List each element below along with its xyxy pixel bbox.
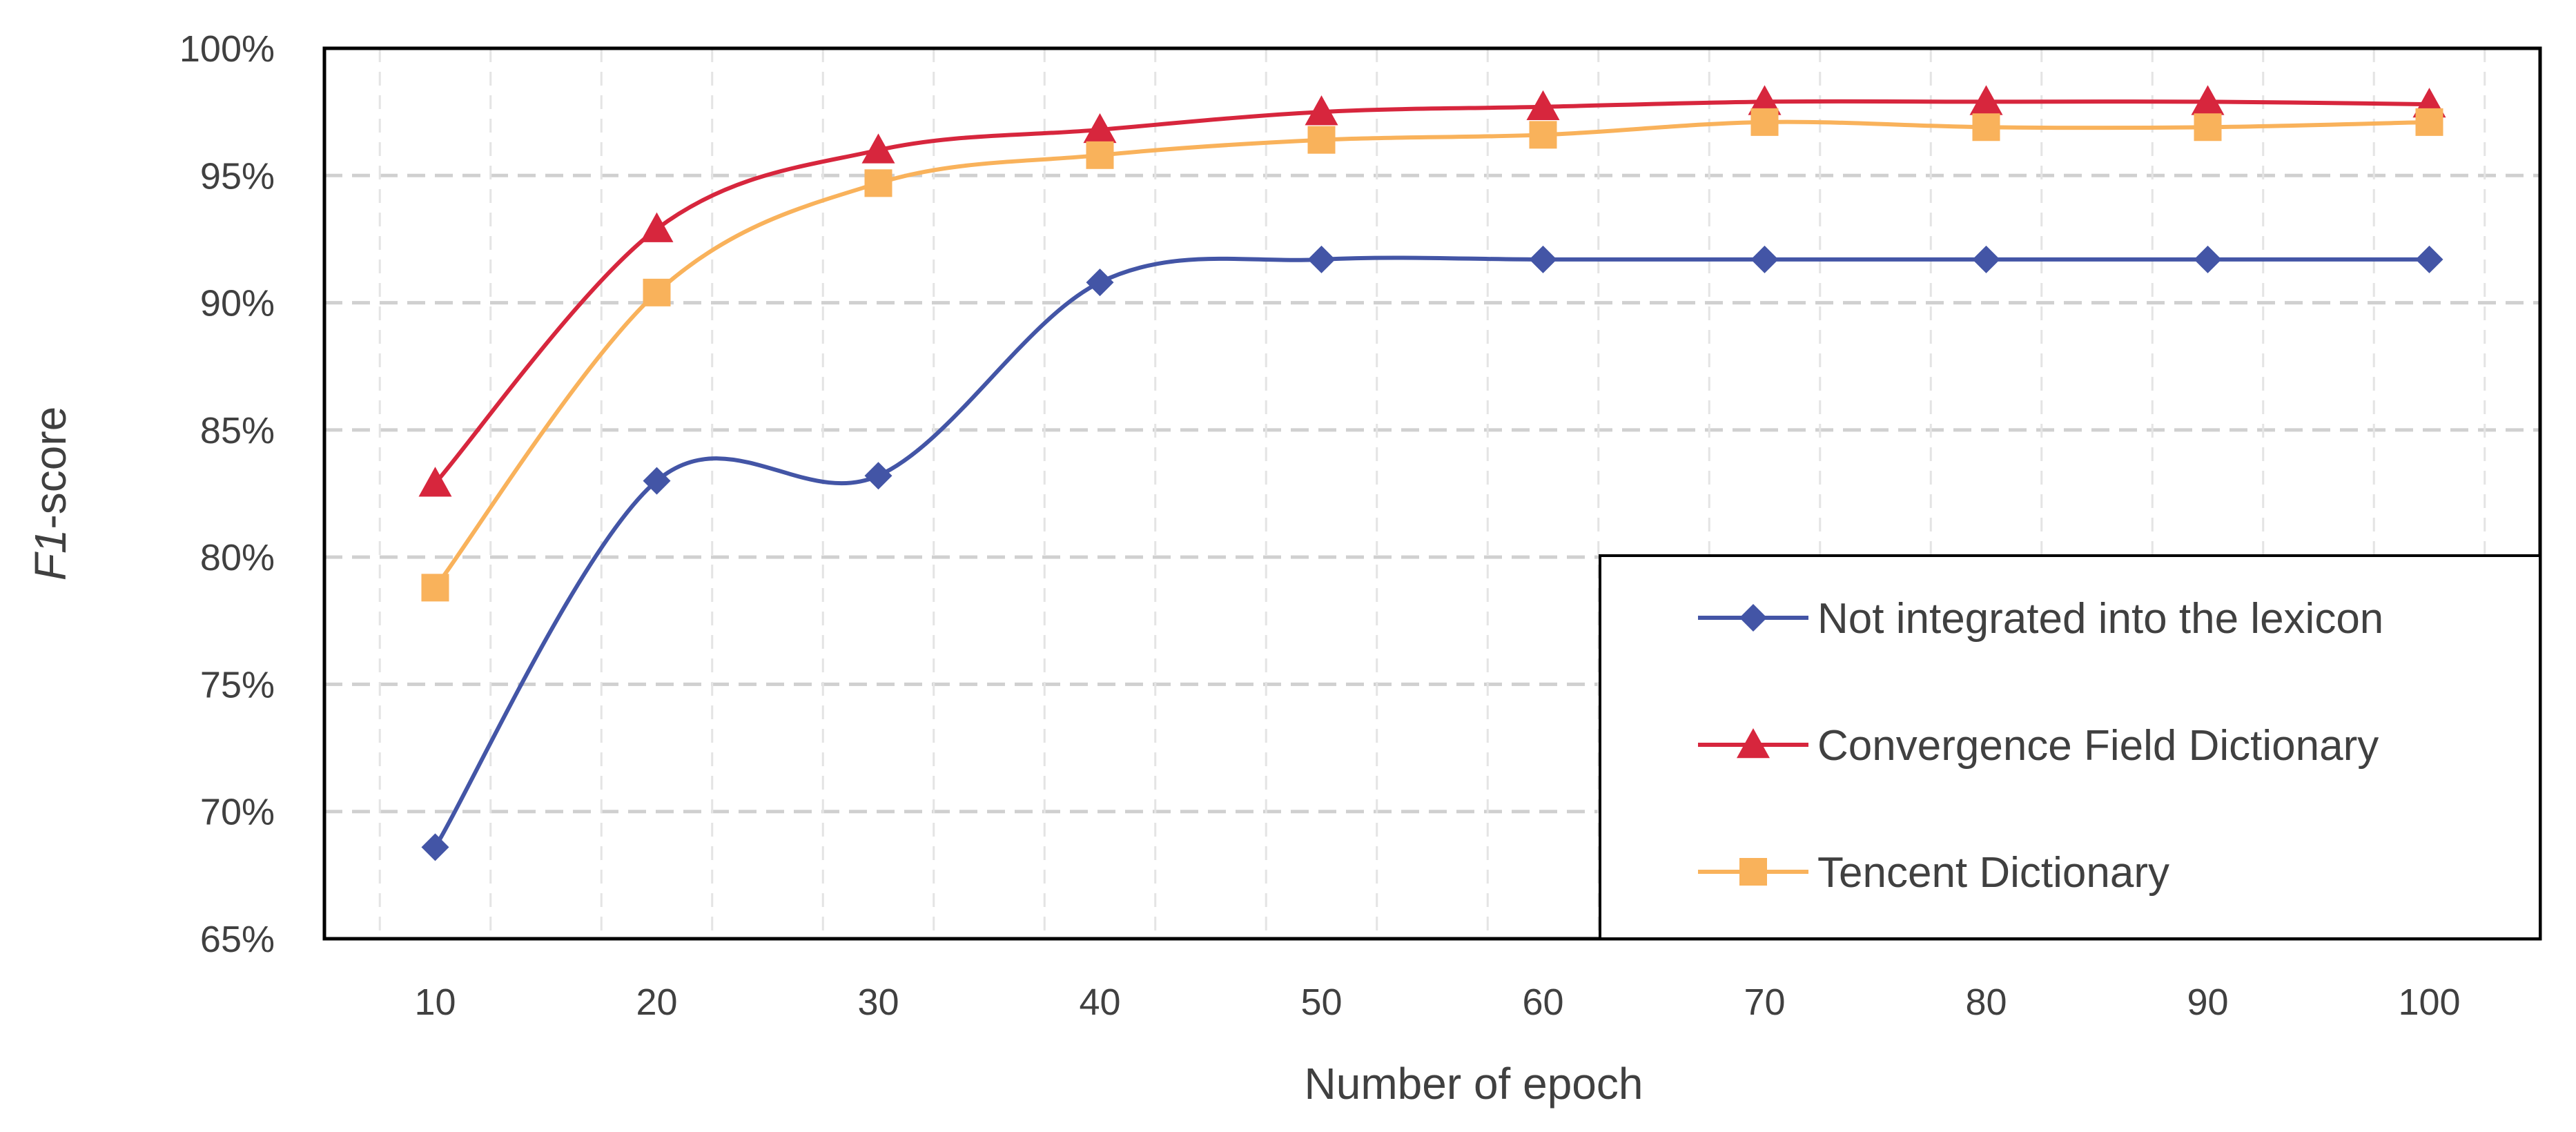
data-point: [1972, 113, 2000, 142]
data-point: [1529, 245, 1557, 273]
plot-area-border: [322, 46, 2542, 941]
legend-marker: [1737, 728, 1770, 759]
y-axis-title-italic: F1: [26, 529, 75, 581]
data-point: [1086, 269, 1114, 297]
x-tick-label: 20: [636, 982, 677, 1023]
data-point: [1526, 90, 1560, 120]
y-tick-label: 95%: [200, 155, 275, 197]
data-point: [1748, 85, 1782, 115]
data-point: [421, 833, 449, 861]
x-tick-label: 60: [1522, 982, 1563, 1023]
y-tick-label: 70%: [200, 792, 275, 833]
series-line: [433, 99, 2430, 485]
series-layer: [418, 85, 2446, 861]
y-tick-label: 85%: [200, 410, 275, 451]
data-point: [1529, 121, 1557, 149]
x-tick-label: 40: [1079, 982, 1120, 1023]
data-point: [1750, 108, 1779, 136]
legend-item: Convergence Field Dictionary: [1698, 722, 2379, 770]
legend-marker: [1739, 604, 1767, 632]
data-point: [1086, 141, 1114, 169]
series-1: [421, 245, 2443, 861]
axis-ticks: 65% 70% 75% 80% 85% 90% 95% 100% 10 20 30 40 50 60 70 8…: [179, 28, 2461, 1023]
data-point: [2191, 85, 2225, 115]
data-point: [421, 574, 449, 602]
series-line: [433, 119, 2430, 589]
data-point: [2415, 108, 2443, 136]
x-tick-label: 90: [2187, 982, 2228, 1023]
data-point: [643, 467, 671, 495]
data-point: [1307, 126, 1336, 154]
legend-label: Tencent Dictionary: [1817, 849, 2169, 897]
data-point: [1305, 95, 1338, 126]
y-tick-label: 90%: [200, 283, 275, 324]
data-point: [2194, 113, 2222, 142]
data-point: [1750, 245, 1779, 273]
x-axis-title: Number of epoch: [1305, 1059, 1643, 1109]
y-tick-label: 65%: [200, 919, 275, 960]
series-3: [421, 108, 2443, 602]
data-point: [861, 133, 895, 164]
y-tick-label: 80%: [200, 537, 275, 578]
x-tick-label: 100: [2398, 982, 2460, 1023]
x-tick-label: 50: [1300, 982, 1342, 1023]
legend-item: Not integrated into the lexicon: [1698, 595, 2383, 643]
data-point: [864, 462, 892, 490]
data-point: [1972, 245, 2000, 273]
data-point: [2415, 245, 2443, 273]
x-tick-label: 70: [1744, 982, 1785, 1023]
y-axis-title: F1-score: [26, 407, 75, 581]
legend-label: Not integrated into the lexicon: [1817, 595, 2383, 643]
gridlines: [324, 48, 2540, 939]
data-point: [1083, 113, 1117, 144]
legend-item: Tencent Dictionary: [1698, 849, 2169, 897]
series-2: [418, 85, 2446, 497]
legend-marker: [1739, 858, 1767, 886]
legend-label: Convergence Field Dictionary: [1817, 722, 2379, 770]
data-point: [643, 278, 671, 306]
data-point: [1307, 245, 1336, 273]
y-axis-title-rest: -score: [26, 407, 75, 529]
x-tick-label: 80: [1965, 982, 2007, 1023]
data-point: [864, 169, 892, 197]
y-tick-label: 75%: [200, 664, 275, 705]
x-tick-label: 30: [857, 982, 899, 1023]
data-point: [2194, 245, 2222, 273]
y-tick-label: 100%: [179, 28, 275, 70]
data-point: [418, 467, 452, 497]
legend: Not integrated into the lexicon Convergen…: [1599, 554, 2541, 940]
data-point: [1969, 85, 2003, 115]
x-tick-label: 10: [414, 982, 456, 1023]
data-point: [640, 212, 674, 242]
